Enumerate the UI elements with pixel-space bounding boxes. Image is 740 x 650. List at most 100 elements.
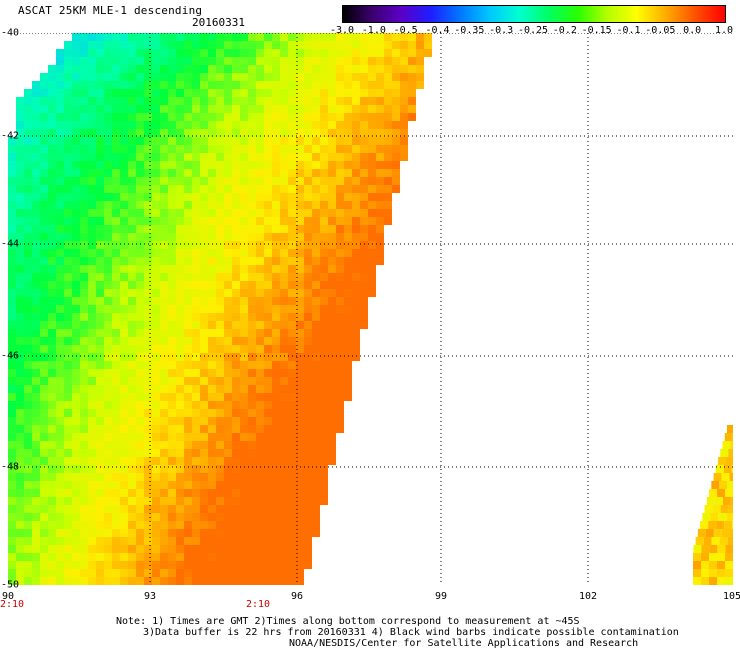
wind-cell [216,529,224,537]
wind-cell [144,89,152,97]
wind-cell [64,121,72,129]
wind-cell [56,145,64,153]
wind-cell [56,185,64,193]
wind-cell [264,489,272,497]
wind-cell [296,41,304,49]
wind-cell [24,273,32,281]
wind-cell [320,481,328,489]
wind-cell [168,273,176,281]
wind-cell [200,329,208,337]
wind-cell [176,33,184,41]
wind-cell [32,145,40,153]
wind-cell [160,401,168,409]
wind-cell [304,513,312,521]
wind-cell [328,313,336,321]
wind-cell [152,89,160,97]
wind-cell [88,169,96,177]
wind-cell [264,233,272,241]
wind-cell [232,249,240,257]
wind-cell [722,497,731,505]
wind-cell [216,473,224,481]
wind-cell [280,465,288,473]
wind-cell [200,169,208,177]
wind-cell [144,265,152,273]
wind-cell [280,33,288,41]
wind-cell [192,513,200,521]
wind-cell [160,457,168,465]
wind-cell [184,441,192,449]
wind-cell [32,425,40,433]
wind-cell [216,337,224,345]
wind-cell [40,209,48,217]
wind-cell [360,313,368,321]
lat-label: -42 [1,130,20,142]
wind-cell [64,49,72,57]
wind-cell [320,209,328,217]
wind-cell [240,113,248,121]
wind-cell [192,57,200,65]
wind-cell [424,49,432,57]
wind-cell [80,345,88,353]
wind-cell [88,457,96,465]
wind-cell [8,441,16,449]
wind-cell [120,417,128,425]
wind-cell [152,353,160,361]
wind-cell [184,177,192,185]
wind-cell [16,305,24,313]
wind-cell [232,185,240,193]
wind-cell [288,185,296,193]
wind-cell [376,81,384,89]
wind-cell [328,353,336,361]
wind-cell [64,129,72,137]
wind-cell [208,217,216,225]
wind-cell [296,505,304,513]
wind-cell [80,249,88,257]
wind-cell [168,89,176,97]
wind-cell [727,425,733,433]
wind-cell [48,409,56,417]
wind-cell [136,73,144,81]
wind-cell [344,289,352,297]
wind-cell [256,417,264,425]
wind-cell [136,369,144,377]
wind-cell [296,217,304,225]
wind-cell [368,129,376,137]
wind-cell [360,185,368,193]
wind-cell [240,305,248,313]
wind-cell [144,401,152,409]
wind-cell [136,249,144,257]
wind-cell [72,137,80,145]
wind-cell [256,97,264,105]
wind-cell [272,49,280,57]
wind-cell [96,537,104,545]
wind-cell [48,481,56,489]
wind-cell [296,89,304,97]
wind-cell [360,57,368,65]
wind-cell [280,193,288,201]
wind-cell [320,321,328,329]
wind-cell [32,545,40,553]
wind-cell [384,89,392,97]
wind-cell [104,361,112,369]
wind-cell [184,153,192,161]
wind-cell [120,89,128,97]
wind-cell [144,481,152,489]
wind-cell [136,273,144,281]
wind-cell [120,473,128,481]
wind-cell [32,185,40,193]
wind-cell [272,97,280,105]
wind-cell [192,361,200,369]
wind-cell [112,313,120,321]
wind-cell [288,409,296,417]
wind-cell [40,481,48,489]
wind-cell [320,409,328,417]
wind-cell [64,513,72,521]
wind-cell [32,201,40,209]
wind-cell [120,73,128,81]
wind-cell [416,81,424,89]
wind-cell [208,105,216,113]
wind-cell [192,569,200,577]
wind-cell [248,153,256,161]
wind-cell [360,233,368,241]
wind-cell [336,185,344,193]
